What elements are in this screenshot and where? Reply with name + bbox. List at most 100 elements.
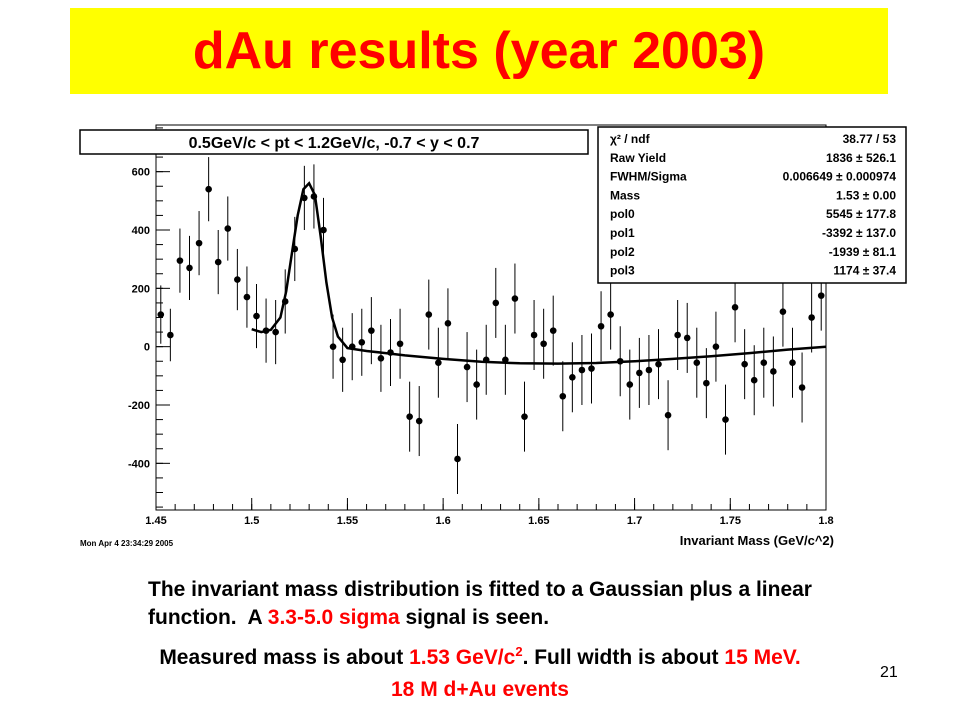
data-point (320, 226, 327, 234)
slide-number: 21 (880, 664, 898, 681)
stats-label: Raw Yield (610, 151, 666, 165)
data-point (396, 340, 404, 348)
data-point (798, 384, 806, 391)
data-point (655, 360, 662, 368)
data-point (425, 311, 433, 318)
chart-title-box (79, 129, 589, 155)
data-point (549, 327, 557, 334)
data-point (224, 225, 232, 232)
timestamp-label: Mon Apr 4 23:34:29 2005 (80, 539, 174, 548)
data-point (435, 359, 442, 367)
data-point (674, 331, 681, 339)
caption-line-1: The invariant mass distribution is fitte… (0, 578, 960, 602)
data-point (569, 373, 576, 381)
stats-value: 0.006649 ± 0.000974 (783, 170, 897, 184)
caption-line-4: 18 M d+Au events (0, 678, 960, 702)
stats-value: 5545 ± 177.8 (826, 207, 896, 221)
data-point (167, 331, 174, 339)
data-point (492, 299, 500, 307)
data-point (607, 311, 614, 318)
data-point (683, 334, 691, 342)
data-point (511, 295, 519, 302)
caption-line-1-text: The invariant mass distribution is fitte… (148, 578, 812, 601)
data-point (530, 331, 538, 339)
stats-value: 38.77 / 53 (843, 132, 897, 146)
data-point (588, 365, 595, 372)
y-tick-label: 600 (132, 167, 150, 179)
y-tick-label: 0 (144, 342, 150, 354)
slide-title-banner: dAu results (year 2003) (70, 8, 888, 94)
caption-sigma-highlight: 3.3-5.0 sigma (267, 606, 400, 629)
x-tick-label: 1.65 (528, 515, 549, 527)
data-point (406, 413, 413, 420)
caption-mass-highlight: 1.53 GeV/c2 (409, 644, 523, 669)
data-point (540, 340, 547, 348)
caption-mass-sup: 2 (515, 644, 523, 659)
x-axis-label: Invariant Mass (GeV/c^2) (680, 533, 834, 548)
y-tick-label: 400 (132, 225, 150, 237)
data-point (597, 322, 605, 330)
data-point (521, 413, 528, 420)
y-tick-label: -200 (128, 400, 150, 412)
caption-line-3-a: Measured mass is about (159, 646, 410, 669)
data-point (454, 455, 461, 463)
stats-label: pol0 (610, 207, 635, 221)
x-tick-label: 1.7 (627, 515, 642, 527)
stats-value: -3392 ± 137.0 (822, 226, 896, 240)
x-tick-label: 1.8 (818, 515, 833, 527)
data-point (741, 360, 748, 368)
stats-value: -1939 ± 81.1 (829, 245, 897, 259)
data-point (243, 293, 251, 301)
chart-title: 0.5GeV/c < pt < 1.2GeV/c, -0.7 < y < 0.7 (189, 135, 480, 152)
caption-line-2-c: signal is seen. (399, 606, 550, 629)
data-point (339, 356, 346, 364)
slide-title: dAu results (year 2003) (192, 22, 766, 80)
data-point (186, 264, 193, 272)
data-point (253, 312, 260, 320)
caption-mass-value: 1.53 GeV/c (409, 646, 516, 669)
data-point (808, 314, 815, 321)
data-point (176, 257, 184, 264)
data-point (214, 258, 222, 266)
data-point (750, 376, 758, 384)
x-tick-label: 1.6 (435, 515, 450, 527)
data-point (473, 381, 480, 388)
stats-value: 1836 ± 526.1 (826, 151, 896, 165)
y-tick-label: 200 (132, 283, 150, 295)
data-point (693, 359, 701, 367)
data-point (463, 363, 471, 371)
y-tick-label: -400 (128, 458, 150, 470)
data-point (157, 311, 165, 318)
stats-value: 1174 ± 37.4 (833, 264, 896, 278)
caption-line-3-c: . Full width is about (522, 646, 725, 669)
data-point (368, 327, 375, 334)
data-point (760, 359, 768, 367)
fit-stats-box (597, 126, 907, 284)
stats-label: pol3 (610, 264, 635, 278)
data-point (377, 355, 385, 362)
fit-curve (251, 181, 827, 365)
data-point (731, 303, 739, 311)
data-point (817, 292, 825, 299)
stats-value: 1.53 ± 0.00 (836, 188, 896, 202)
data-point (712, 343, 720, 350)
data-point (329, 343, 337, 350)
data-point (626, 381, 634, 388)
data-point (779, 308, 787, 315)
data-point (358, 338, 366, 346)
data-point (645, 366, 653, 374)
data-point (195, 239, 203, 247)
data-point (415, 417, 423, 425)
x-tick-label: 1.45 (145, 515, 166, 527)
data-point (770, 368, 777, 375)
stats-label: FWHM/Sigma (610, 170, 687, 184)
data-point (636, 369, 643, 377)
caption-line-3: Measured mass is about 1.53 GeV/c2. Full… (0, 644, 960, 670)
stats-label: pol2 (610, 245, 635, 259)
data-point (664, 411, 672, 419)
data-point (444, 320, 452, 327)
data-point (205, 185, 212, 193)
data-point (722, 416, 729, 423)
x-tick-label: 1.5 (244, 515, 259, 527)
